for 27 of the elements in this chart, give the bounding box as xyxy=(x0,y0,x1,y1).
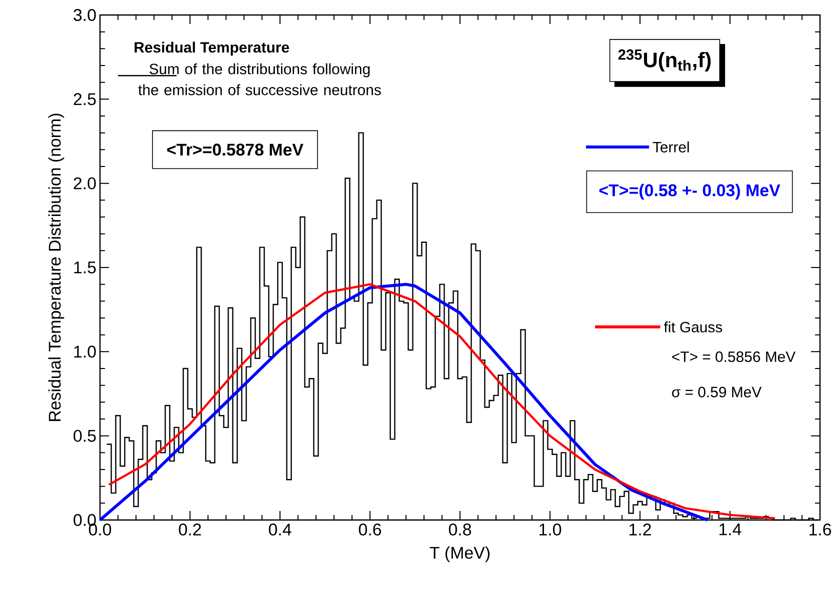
x-tick-label: 0.8 xyxy=(448,524,472,536)
y-tick-label: 2.5 xyxy=(74,93,96,106)
annotation: <Tr>=0.5878 MeV xyxy=(167,144,304,156)
x-tick-label: 0.4 xyxy=(268,524,292,536)
x-tick-label: 0.2 xyxy=(178,524,201,536)
annotation: <T>=(0.58 +- 0.03) MeV xyxy=(599,184,780,200)
annotation: $^{235}$U(n$_{th}$,f) xyxy=(618,49,711,72)
legend-label: fit Gauss xyxy=(664,321,722,332)
y-tick-label: 0.5 xyxy=(74,430,96,442)
y-tick-label: 1.0 xyxy=(74,346,96,358)
x-tick-label: 0.0 xyxy=(88,524,112,536)
legend-title: Residual Temperature xyxy=(134,42,290,56)
y-axis-title: Residual Temperature Distribution (norm) xyxy=(48,114,64,421)
legend-label: Terrel xyxy=(652,141,689,152)
y-tick-label: 1.5 xyxy=(74,262,96,274)
y-tick-label: 2.0 xyxy=(74,177,96,190)
x-tick-label: 1.2 xyxy=(630,524,651,536)
x-axis-title: T (MeV) xyxy=(430,546,490,562)
annotation: <T> = 0.5856 MeV xyxy=(672,351,796,362)
annotation: σ = 0.59 MeV xyxy=(672,386,762,398)
x-tick-label: 1.4 xyxy=(720,524,742,536)
text: Sum of the distributions following the emission of successive neutrons xyxy=(138,63,381,96)
y-tick-label: 3.0 xyxy=(74,9,96,21)
x-tick-label: 1.6 xyxy=(810,524,832,536)
y-tick-label: 0.0 xyxy=(74,514,96,526)
x-tick-label: 0.6 xyxy=(358,524,382,536)
x-tick-label: 1.0 xyxy=(540,524,562,536)
